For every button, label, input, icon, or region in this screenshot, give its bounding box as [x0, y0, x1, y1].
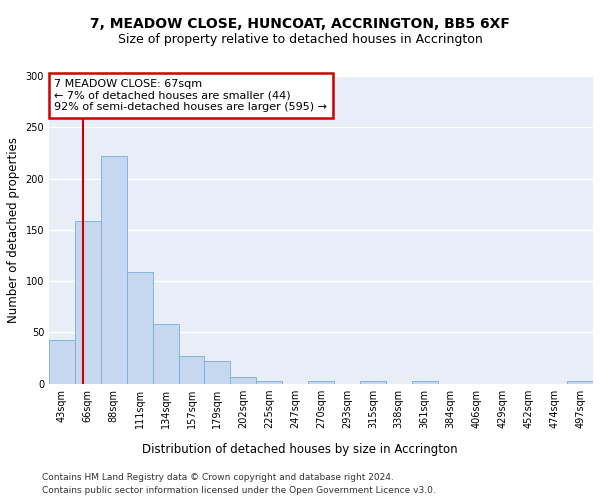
- Bar: [179, 356, 205, 384]
- Text: Distribution of detached houses by size in Accrington: Distribution of detached houses by size …: [142, 442, 458, 456]
- Bar: [256, 380, 282, 384]
- Bar: [127, 272, 152, 384]
- Bar: [205, 361, 230, 384]
- Y-axis label: Number of detached properties: Number of detached properties: [7, 137, 20, 323]
- Bar: [152, 324, 179, 384]
- Text: 7, MEADOW CLOSE, HUNCOAT, ACCRINGTON, BB5 6XF: 7, MEADOW CLOSE, HUNCOAT, ACCRINGTON, BB…: [90, 18, 510, 32]
- Bar: [360, 380, 386, 384]
- Bar: [101, 156, 127, 384]
- Bar: [567, 380, 593, 384]
- Text: Contains HM Land Registry data © Crown copyright and database right 2024.: Contains HM Land Registry data © Crown c…: [42, 472, 394, 482]
- Bar: [230, 376, 256, 384]
- Text: Contains public sector information licensed under the Open Government Licence v3: Contains public sector information licen…: [42, 486, 436, 495]
- Text: 7 MEADOW CLOSE: 67sqm
← 7% of detached houses are smaller (44)
92% of semi-detac: 7 MEADOW CLOSE: 67sqm ← 7% of detached h…: [55, 79, 328, 112]
- Bar: [49, 340, 75, 384]
- Bar: [75, 220, 101, 384]
- Text: Size of property relative to detached houses in Accrington: Size of property relative to detached ho…: [118, 32, 482, 46]
- Bar: [308, 380, 334, 384]
- Bar: [412, 380, 437, 384]
